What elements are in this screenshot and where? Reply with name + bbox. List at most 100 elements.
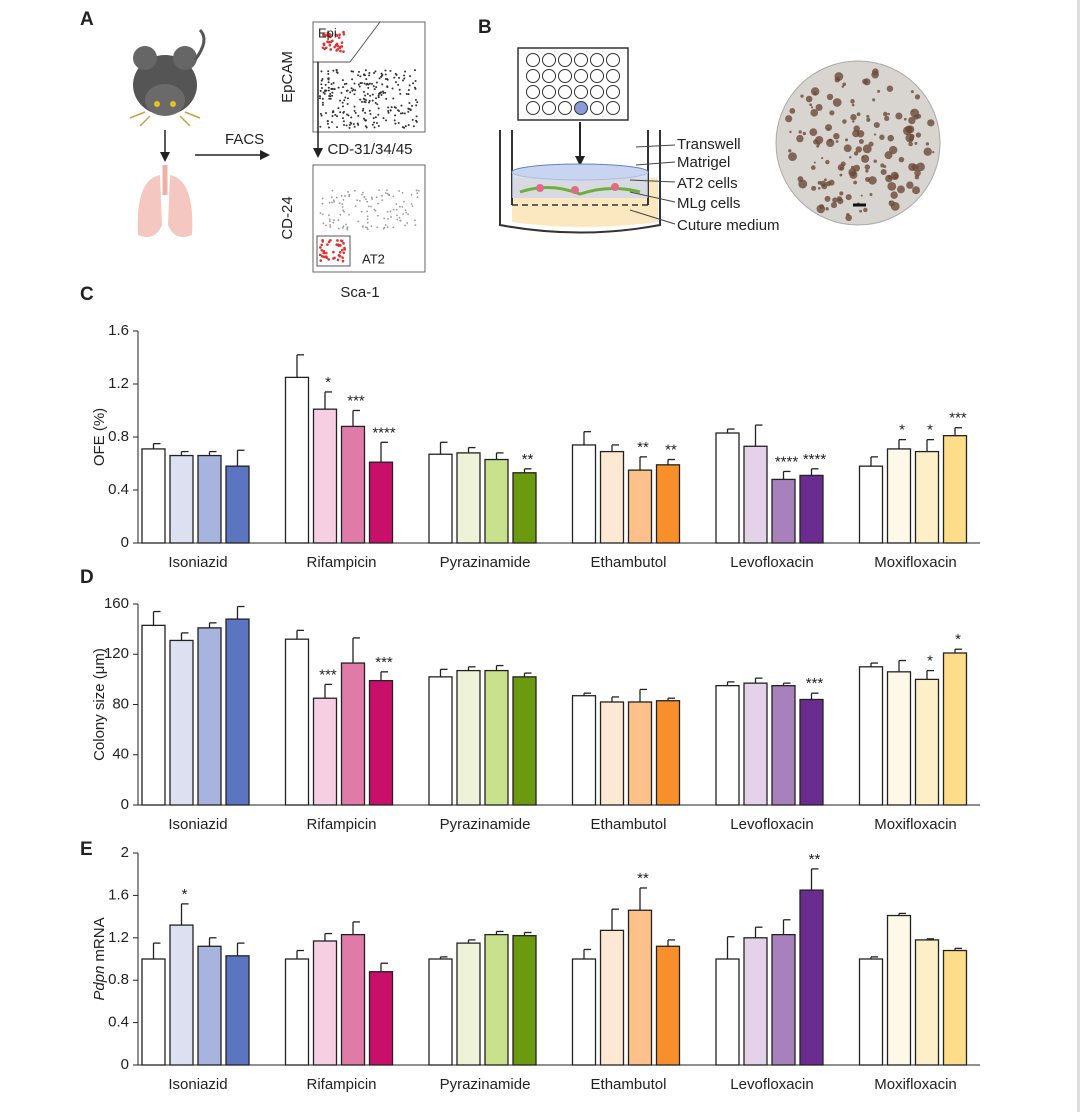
speck [916,162,925,172]
event [414,79,417,82]
y-tick-label: 1.6 [108,886,129,903]
event [320,255,324,258]
bar [655,700,681,806]
speck [873,133,877,136]
event [356,122,359,125]
event [363,82,366,85]
well [526,69,540,83]
speck [897,185,905,194]
event [405,93,408,96]
y-tick-label: 2 [121,844,129,861]
bar [169,924,194,1066]
speck [833,132,840,140]
facs-events [319,30,419,129]
x-tick-label: Pyrazinamide [440,816,531,833]
event [367,205,370,208]
event [341,101,344,104]
event [407,213,409,216]
significance: *** [806,675,824,692]
speck [861,155,865,158]
arrow-head [160,152,170,162]
event [332,199,335,202]
event [378,77,381,80]
event [370,205,372,208]
significance: * [927,653,933,670]
y-axis-label: OFE (%) [91,408,108,466]
event [340,248,344,252]
event [362,117,365,120]
event [334,43,338,47]
speck [858,139,864,144]
event [346,97,349,100]
speck [839,191,844,196]
event [346,102,349,105]
bar [169,639,194,806]
speck [910,90,914,94]
event [411,118,414,121]
event [327,81,330,84]
speck [912,186,921,195]
speck [788,152,797,161]
event [319,112,322,115]
event [325,256,329,260]
y-axis-label: Colony size (μm) [91,648,108,761]
event [395,81,398,84]
event [416,192,419,195]
event [353,189,356,192]
event [390,106,393,109]
event [339,49,342,53]
event [330,88,333,91]
speck [887,181,897,191]
event [343,83,346,86]
significance: *** [319,666,337,683]
speck [863,207,868,213]
arrow-head [260,150,270,160]
event [321,103,324,106]
speck [892,173,899,180]
event [360,210,363,213]
event [381,199,384,202]
event [401,191,404,194]
event [392,195,395,198]
bar [284,376,310,544]
event [332,221,335,224]
bar [225,955,250,1066]
speck [887,175,892,180]
speck [860,194,863,197]
event [343,110,346,113]
event [352,122,355,125]
event [376,103,379,106]
speck [877,89,881,93]
speck [925,142,930,146]
event [403,74,406,77]
well [574,101,588,115]
y-tick-label: 1.2 [108,929,129,946]
event [377,124,380,127]
event [361,109,364,112]
organoid-photo [775,60,941,226]
event [341,206,344,208]
speck [908,141,913,147]
event [328,35,332,39]
event [386,226,389,229]
well [590,69,604,83]
speck [883,111,888,117]
event [362,225,364,228]
bar [312,697,338,806]
x-tick-label: Rifampicin [306,554,376,571]
bar [340,425,366,544]
bar [743,937,768,1066]
event [381,83,384,86]
event [386,189,388,192]
speck [816,144,820,148]
event [365,119,368,122]
speck [824,178,827,182]
event [368,101,371,104]
event [393,76,396,79]
event [357,74,360,77]
event [370,196,373,199]
bar [942,652,968,806]
bar [799,474,824,544]
well [526,101,540,115]
event [409,75,412,78]
